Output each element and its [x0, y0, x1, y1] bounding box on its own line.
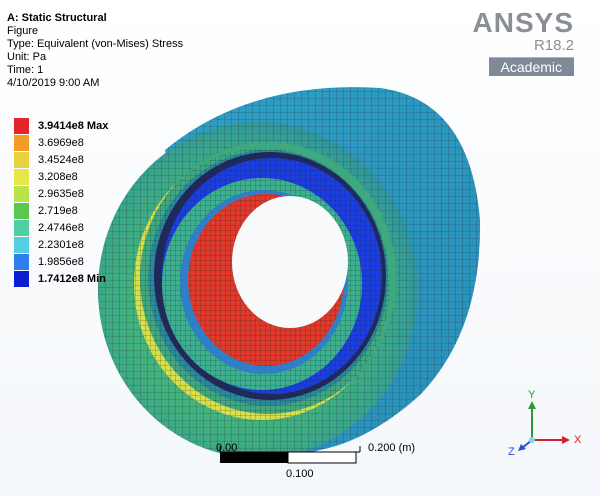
- legend-swatch: [14, 220, 29, 236]
- legend-swatch: [14, 169, 29, 185]
- legend-label: 3.6969e8: [38, 137, 84, 149]
- triad-x-label: X: [574, 434, 582, 446]
- brand-edition: Academic: [488, 57, 574, 76]
- legend-swatch: [14, 152, 29, 168]
- legend-label: 2.4746e8: [38, 222, 84, 234]
- result-time: Time: 1: [7, 64, 44, 76]
- ansys-logo: ANSYS R18.2 Academic: [473, 8, 574, 76]
- scale-zero-label: 0.00: [216, 442, 238, 454]
- legend-swatch: [14, 118, 29, 134]
- result-info: A: Static Structural Figure Type: Equiva…: [7, 12, 183, 90]
- legend-label: 1.9856e8: [38, 256, 84, 268]
- bearing-model: [98, 87, 481, 458]
- legend-swatch: [14, 186, 29, 202]
- scale-mid-label: 0.100: [286, 468, 314, 480]
- legend-label: 3.208e8: [38, 171, 78, 183]
- triad-y-label: Y: [528, 389, 536, 401]
- brand-name: ANSYS: [472, 7, 574, 38]
- scale-bar: [219, 446, 361, 464]
- triad-z-label: Z: [508, 446, 515, 458]
- legend-label: 2.2301e8: [38, 239, 84, 251]
- scale-end-label: 0.200 (m): [368, 442, 416, 454]
- coordinate-triad[interactable]: [518, 401, 570, 451]
- legend-swatch: [14, 203, 29, 219]
- legend-swatch: [14, 271, 29, 287]
- result-type: Type: Equivalent (von-Mises) Stress: [7, 38, 184, 50]
- brand-version: R18.2: [533, 37, 574, 54]
- legend-label: 3.4524e8: [38, 154, 84, 166]
- result-unit: Unit: Pa: [7, 51, 47, 63]
- scale-labels: 0.00 0.200 (m) 0.100: [200, 430, 430, 480]
- legend-label: 2.719e8: [38, 205, 78, 217]
- analysis-title: A: Static Structural: [7, 12, 107, 24]
- legend-label: 1.7412e8 Min: [38, 273, 106, 285]
- legend-label: 2.9635e8: [38, 188, 84, 200]
- legend-swatch: [14, 135, 29, 151]
- figure-label: Figure: [7, 25, 39, 37]
- legend-swatch: [14, 237, 29, 253]
- result-date: 4/10/2019 9:00 AM: [7, 77, 100, 89]
- legend-swatch: [14, 254, 29, 270]
- legend-label: 3.9414e8 Max: [38, 120, 109, 132]
